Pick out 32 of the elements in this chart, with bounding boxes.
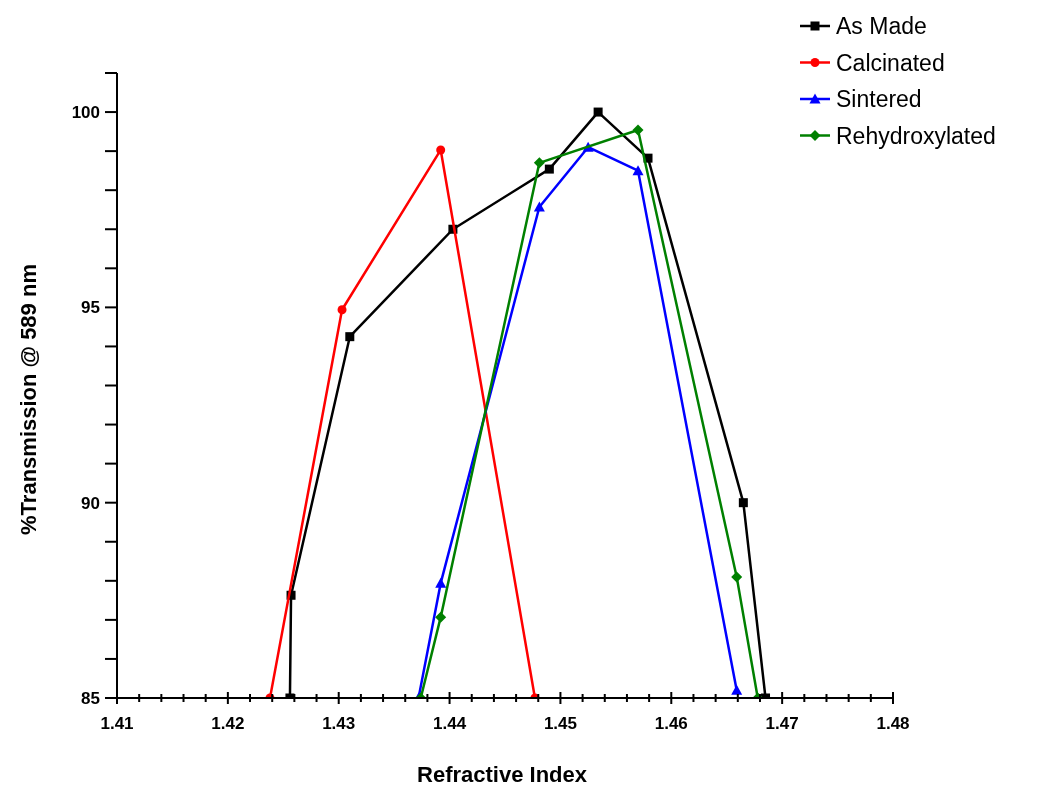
y-tick-label: 100 (71, 103, 100, 123)
point (337, 305, 347, 315)
x-tick-label: 1.46 (654, 714, 688, 733)
point (345, 332, 355, 342)
y-tick-label: 95 (81, 298, 100, 318)
point (533, 157, 545, 169)
x-tick-label: 1.44 (433, 714, 467, 733)
legend-label: Sintered (836, 86, 922, 112)
point (593, 107, 603, 117)
point (632, 124, 644, 136)
legend-label: Calcinated (836, 49, 945, 76)
y-axis-title: %Transmission @ 589 nm (16, 264, 41, 535)
x-tick-label: 1.41 (100, 714, 134, 733)
point (435, 577, 447, 588)
legend-label: As Made (836, 13, 927, 39)
point (731, 571, 743, 583)
point (632, 165, 644, 176)
point (436, 145, 446, 155)
y-tick-label: 85 (81, 689, 100, 708)
point (544, 164, 554, 174)
x-tick-label: 1.42 (211, 714, 245, 733)
point (435, 611, 447, 623)
x-tick-label: 1.45 (543, 714, 577, 733)
x-tick-label: 1.43 (322, 714, 356, 733)
point (738, 498, 748, 508)
x-tick-label: 1.47 (765, 714, 799, 733)
point (731, 684, 743, 695)
point (533, 201, 545, 212)
x-axis-title: Refractive Index (417, 762, 588, 787)
x-tick-label: 1.48 (876, 714, 910, 733)
legend-label: Rehydroxylated (836, 122, 996, 149)
y-tick-label: 90 (81, 493, 100, 513)
